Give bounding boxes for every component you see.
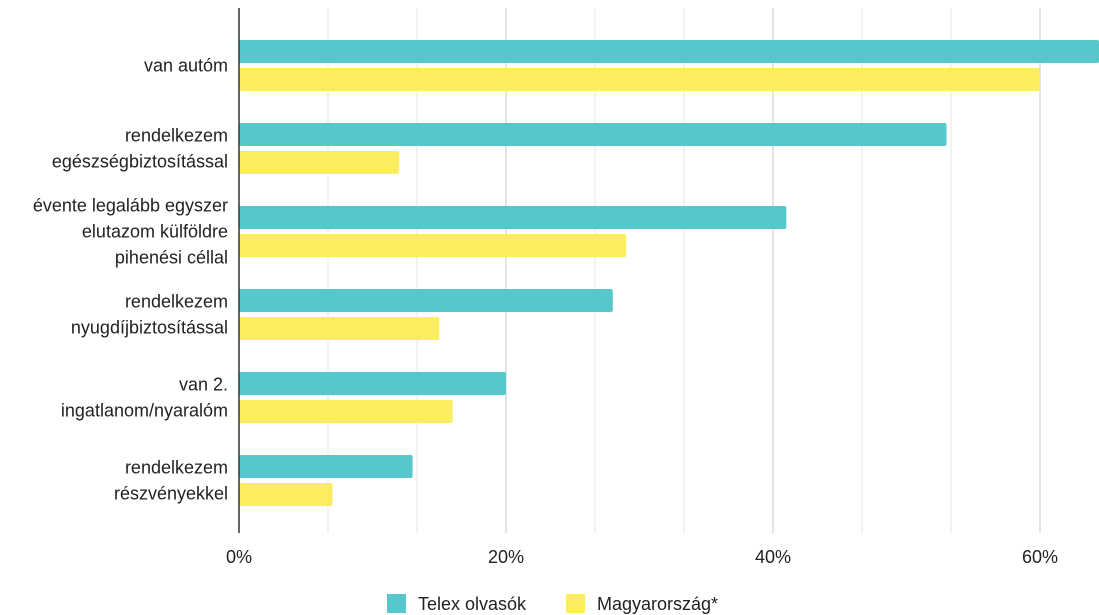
category-label-line: pihenési céllal: [115, 248, 228, 268]
bar-magyarorszag-2: [239, 234, 627, 257]
category-label: van autóm: [144, 56, 228, 76]
legend-label: Telex olvasók: [418, 594, 527, 614]
bar-telex-3: [239, 289, 613, 312]
x-tick-label: 20%: [488, 547, 524, 567]
category-label-line: ingatlanom/nyaralóm: [61, 401, 228, 421]
category-label: van 2. ingatlanom/nyaralóm: [61, 375, 228, 421]
category-label-line: részvényekkel: [114, 484, 228, 504]
bar-magyarorszag-3: [239, 317, 440, 340]
category-label-line: van 2.: [179, 375, 228, 395]
legend-swatch: [387, 594, 406, 613]
category-label-line: rendelkezem: [125, 292, 228, 312]
bar-telex-2: [239, 206, 787, 229]
bar-telex-5: [239, 455, 413, 478]
legend-label: Magyarország*: [597, 594, 718, 614]
category-label-line: elutazom külföldre: [82, 222, 228, 242]
bar-telex-4: [239, 372, 506, 395]
category-label-line: rendelkezem: [125, 126, 228, 146]
bar-magyarorszag-0: [239, 68, 1040, 91]
x-tick-label: 0%: [226, 547, 252, 567]
category-label-line: rendelkezem: [125, 458, 228, 478]
category-label-line: egészségbiztosítással: [52, 152, 228, 172]
category-label: rendelkezem részvényekkel: [114, 458, 228, 504]
bar-magyarorszag-5: [239, 483, 333, 506]
x-tick-label: 40%: [755, 547, 791, 567]
bar-telex-1: [239, 123, 947, 146]
legend-swatch: [566, 594, 585, 613]
category-label-line: évente legalább egyszer: [33, 196, 228, 216]
category-label-line: nyugdíjbiztosítással: [71, 318, 228, 338]
category-label-line: van autóm: [144, 56, 228, 76]
x-tick-label: 60%: [1022, 547, 1058, 567]
category-label: rendelkezem egészségbiztosítással: [52, 126, 228, 172]
bar-magyarorszag-1: [239, 151, 400, 174]
bar-magyarorszag-4: [239, 400, 453, 423]
bar-telex-0: [239, 40, 1099, 63]
category-label: évente legalább egyszer elutazom külföldr…: [33, 196, 228, 268]
category-label: rendelkezem nyugdíjbiztosítással: [71, 292, 228, 338]
